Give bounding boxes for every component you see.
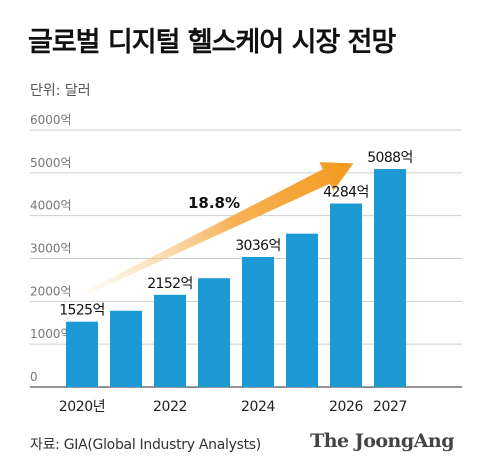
x-tick-label: 2026 xyxy=(329,399,364,415)
y-tick-label: 1000억 xyxy=(30,327,72,341)
x-tick-label: 2027 xyxy=(373,399,407,415)
bars xyxy=(66,169,406,387)
unit-label: 단위: 달러 xyxy=(30,83,91,99)
y-tick-label: 6000억 xyxy=(30,113,72,127)
data-label: 1525억 xyxy=(59,303,105,319)
data-label: 4284억 xyxy=(323,185,369,201)
publisher-logo: The JoongAng xyxy=(310,430,454,452)
arrow-polygon xyxy=(87,162,354,294)
y-tick-label: 4000억 xyxy=(30,199,72,213)
source-note: 자료: GIA(Global Industry Analysts) xyxy=(30,437,261,453)
y-tick-label: 3000억 xyxy=(30,242,72,256)
y-tick-label: 5000억 xyxy=(30,156,72,170)
data-label: 2152억 xyxy=(147,276,193,292)
bar-2020년 xyxy=(66,321,98,387)
x-tick-label: 2022 xyxy=(153,399,187,415)
bar-2026 xyxy=(330,203,362,387)
y-tick-label: 2000억 xyxy=(30,284,72,298)
x-axis-ticks: 2020년 2022 2024 2026 2027 xyxy=(59,399,408,415)
bar-2022 xyxy=(154,294,186,387)
bar-2023 xyxy=(198,278,230,387)
x-tick-label: 2024 xyxy=(241,399,276,415)
bar-2024 xyxy=(242,256,274,387)
data-label: 5088억 xyxy=(367,150,413,166)
page-title: 글로벌 디지털 헬스케어 시장 전망 xyxy=(28,27,396,58)
data-label: 3036억 xyxy=(235,238,281,254)
data-labels: 1525억 2152억 3036억 4284억 5088억 xyxy=(59,150,413,319)
x-tick-label: 2020년 xyxy=(59,399,106,415)
y-axis-ticks: 0 1000억 2000억 3000억 4000억 5000억 6000억 xyxy=(30,113,72,384)
bar-2027 xyxy=(374,169,406,387)
bar-2025 xyxy=(286,233,318,387)
growth-arrow-shape xyxy=(87,162,354,294)
growth-rate-label: 18.8% xyxy=(188,194,240,212)
growth-arrow: 18.8% xyxy=(87,162,354,294)
y-tick-label: 0 xyxy=(30,370,38,384)
bar-2021 xyxy=(110,310,142,387)
